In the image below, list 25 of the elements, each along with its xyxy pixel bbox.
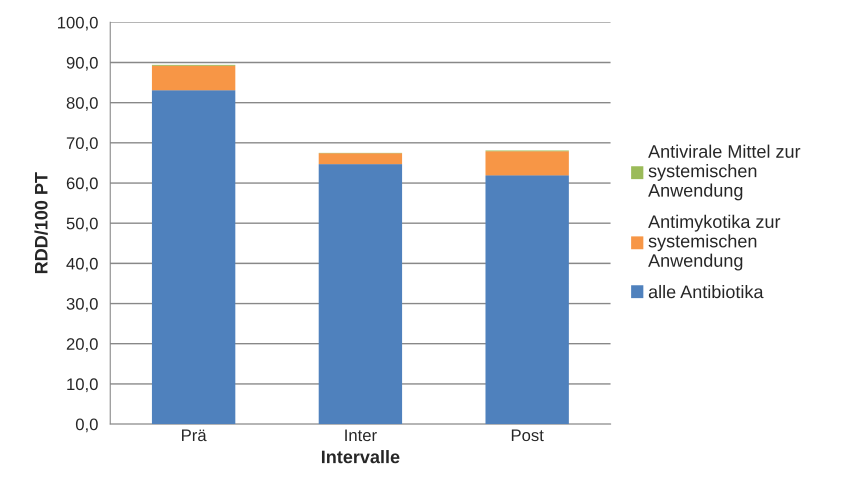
y-tick-label: 50,0 bbox=[66, 218, 98, 232]
bar bbox=[485, 175, 569, 424]
y-tick-label: 60,0 bbox=[66, 177, 98, 192]
x-tick-label: Post bbox=[512, 430, 544, 442]
x-tick-label: Inter bbox=[345, 430, 377, 442]
y-tick-label: 70,0 bbox=[66, 137, 98, 152]
bar bbox=[152, 90, 236, 424]
y-tick-label: 0,0 bbox=[76, 418, 98, 432]
y-tick-label: 40,0 bbox=[66, 258, 98, 272]
y-tick-label: 90,0 bbox=[66, 56, 98, 71]
bar bbox=[318, 153, 402, 164]
y-tick-label: 30,0 bbox=[66, 298, 98, 312]
legend-label: alle Antibiotika bbox=[648, 284, 764, 298]
legend-label: Antivirale Mittel zur systemischen Anwendung bbox=[648, 144, 800, 200]
bar bbox=[318, 164, 402, 424]
y-tick-label: 20,0 bbox=[66, 338, 98, 352]
bar bbox=[152, 66, 236, 90]
x-tick-label: Prä bbox=[182, 430, 207, 442]
y-tick-label: 80,0 bbox=[66, 97, 98, 111]
x-axis-title: Intervalle bbox=[322, 450, 400, 464]
y-tick-label: 10,0 bbox=[67, 378, 98, 392]
legend-label: Antimykotika zur systemischen Anwendung bbox=[648, 214, 780, 271]
bar bbox=[485, 151, 569, 176]
y-axis-title: RDD/100 PT bbox=[34, 172, 48, 274]
y-tick-label: 100,0 bbox=[58, 16, 98, 30]
